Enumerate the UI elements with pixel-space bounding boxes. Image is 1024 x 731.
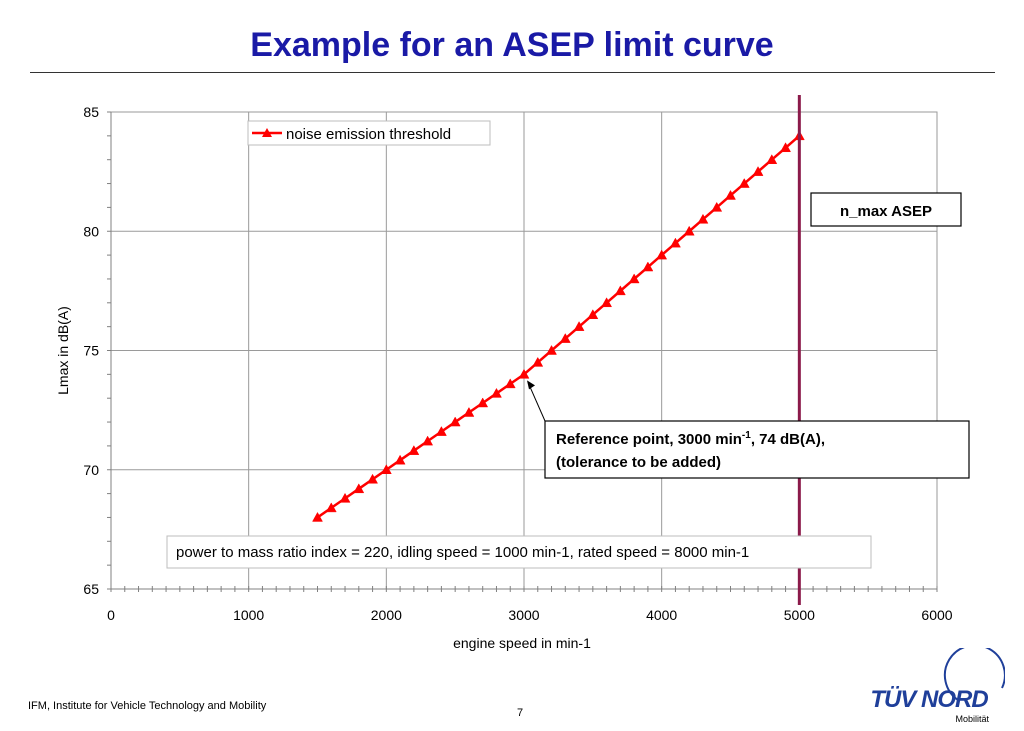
chart-annotations: noise emission threshold n_max ASEP Refere… xyxy=(166,120,970,569)
data-point-marker xyxy=(587,309,599,319)
data-point-marker xyxy=(532,356,544,367)
title-divider xyxy=(30,72,995,73)
data-point-marker xyxy=(573,321,585,331)
data-point-marker xyxy=(711,201,723,212)
x-axis-title: engine speed in min-1 xyxy=(453,635,591,651)
data-point-marker xyxy=(380,464,392,474)
footer-institute: IFM, Institute for Vehicle Technology an… xyxy=(28,700,267,712)
data-point-marker xyxy=(422,435,434,446)
x-tick-label: 5000 xyxy=(784,607,815,623)
data-point-marker xyxy=(504,378,516,389)
x-tick-label: 0 xyxy=(107,607,115,623)
chart-grid xyxy=(110,111,938,590)
nmax-label-box: n_max ASEP xyxy=(810,192,962,227)
slide-title: Example for an ASEP limit curve xyxy=(250,26,774,64)
nmax-box xyxy=(810,192,962,227)
callout-line2: (tolerance to be added) xyxy=(556,454,721,471)
legend-marker-swatch xyxy=(262,128,272,137)
data-point-marker xyxy=(463,406,475,417)
data-point-marker xyxy=(394,454,406,465)
chart-axes: 0 1000 2000 3000 4000 5000 6000 65 70 75 80 85 engin… xyxy=(55,104,953,651)
data-point-marker xyxy=(738,178,750,188)
data-point-marker xyxy=(325,502,337,513)
y-tick-label: 65 xyxy=(83,581,99,597)
data-point-marker xyxy=(559,333,571,343)
data-point-marker xyxy=(518,368,530,379)
data-point-marker xyxy=(601,297,613,308)
data-point-marker xyxy=(752,166,764,176)
page-number: 7 xyxy=(516,707,524,719)
nmax-label: n_max ASEP xyxy=(840,203,932,220)
data-point-marker xyxy=(491,387,502,398)
y-tick-label: 75 xyxy=(83,343,99,359)
info-note-box xyxy=(166,535,872,569)
data-point-marker xyxy=(670,237,681,248)
data-point-marker xyxy=(642,261,654,272)
logo-subtitle: Mobilität xyxy=(955,714,989,724)
data-point-marker xyxy=(435,426,447,436)
series-markers xyxy=(312,130,805,522)
callout-box xyxy=(544,420,970,479)
data-point-marker xyxy=(766,154,778,164)
y-tick-label: 85 xyxy=(83,104,99,120)
callout-arrow-head xyxy=(527,380,535,390)
legend: noise emission threshold xyxy=(247,120,491,146)
logo-text: TÜV NORD xyxy=(870,686,988,713)
data-point-marker xyxy=(477,397,489,408)
data-point-marker xyxy=(725,189,736,200)
tuv-nord-logo-icon: TÜV NORD Mobilität xyxy=(870,648,1005,730)
x-tick-label: 1000 xyxy=(233,607,264,623)
x-tick-label: 6000 xyxy=(921,607,952,623)
data-point-marker xyxy=(339,492,351,503)
data-point-marker xyxy=(312,511,323,522)
data-point-marker xyxy=(449,416,461,427)
y-tick-label: 70 xyxy=(83,462,99,478)
x-tick-label: 2000 xyxy=(371,607,402,623)
x-tick-label: 4000 xyxy=(646,607,677,623)
legend-box xyxy=(247,120,491,146)
y-tick-label: 80 xyxy=(83,223,99,239)
data-point-marker xyxy=(353,483,365,494)
reference-callout: Reference point, 3000 min-1, 74 dB(A), (t… xyxy=(527,380,970,479)
callout-arrow-line xyxy=(527,382,546,422)
y-axis-title: Lmax in dB(A) xyxy=(55,306,71,395)
data-point-marker xyxy=(614,285,626,296)
data-point-marker xyxy=(656,249,668,260)
data-point-marker xyxy=(780,142,791,153)
callout-line1: Reference point, 3000 min-1, 74 dB(A), xyxy=(556,430,825,448)
data-point-marker xyxy=(367,473,378,484)
data-point-marker xyxy=(697,213,709,224)
info-note: power to mass ratio index = 220, idling … xyxy=(166,535,872,569)
legend-label: noise emission threshold xyxy=(286,126,451,143)
info-note-text: power to mass ratio index = 220, idling … xyxy=(176,544,749,561)
data-point-marker xyxy=(628,273,640,284)
data-point-marker xyxy=(546,344,557,355)
x-tick-label: 3000 xyxy=(508,607,539,623)
data-point-marker xyxy=(683,225,695,236)
data-point-marker xyxy=(408,445,420,455)
